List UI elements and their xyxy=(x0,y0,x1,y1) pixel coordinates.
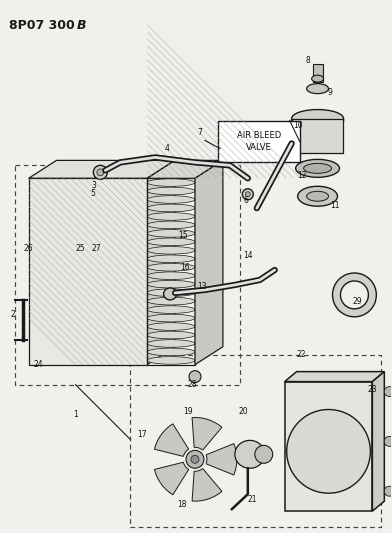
Polygon shape xyxy=(147,160,175,365)
Text: AIR BLEED
VALVE: AIR BLEED VALVE xyxy=(237,131,281,152)
Text: 19: 19 xyxy=(183,407,193,416)
Ellipse shape xyxy=(147,221,195,229)
Circle shape xyxy=(384,437,392,446)
Text: 12: 12 xyxy=(297,171,307,180)
Ellipse shape xyxy=(147,255,195,263)
Text: 13: 13 xyxy=(197,282,207,292)
Bar xyxy=(218,120,299,163)
Ellipse shape xyxy=(147,322,195,330)
Ellipse shape xyxy=(235,440,265,469)
Polygon shape xyxy=(29,160,175,179)
Ellipse shape xyxy=(93,165,107,179)
Ellipse shape xyxy=(147,331,195,339)
Polygon shape xyxy=(192,469,222,501)
Ellipse shape xyxy=(147,348,195,356)
Ellipse shape xyxy=(242,189,253,200)
Circle shape xyxy=(186,450,204,469)
Polygon shape xyxy=(285,372,384,382)
Ellipse shape xyxy=(307,84,328,94)
Bar xyxy=(29,179,147,365)
Ellipse shape xyxy=(147,213,195,220)
Polygon shape xyxy=(154,462,189,495)
Ellipse shape xyxy=(147,280,195,288)
Text: 26: 26 xyxy=(24,244,33,253)
Text: 8: 8 xyxy=(305,56,310,65)
Polygon shape xyxy=(195,160,223,365)
Text: B: B xyxy=(76,19,86,32)
Text: 27: 27 xyxy=(92,244,101,253)
Ellipse shape xyxy=(147,238,195,246)
Polygon shape xyxy=(206,443,237,475)
Bar xyxy=(292,118,343,154)
Text: 22: 22 xyxy=(297,350,307,359)
Ellipse shape xyxy=(97,169,104,176)
Ellipse shape xyxy=(304,164,332,173)
Text: 6: 6 xyxy=(243,196,248,205)
Bar xyxy=(147,179,195,365)
Ellipse shape xyxy=(147,179,195,187)
Ellipse shape xyxy=(163,288,176,300)
Ellipse shape xyxy=(147,340,195,348)
Text: 23: 23 xyxy=(368,385,377,394)
Text: 9: 9 xyxy=(327,88,332,97)
Text: 5: 5 xyxy=(90,189,95,198)
Text: 15: 15 xyxy=(178,231,188,240)
Ellipse shape xyxy=(147,306,195,313)
Ellipse shape xyxy=(298,187,338,206)
Text: 18: 18 xyxy=(177,499,187,508)
Ellipse shape xyxy=(147,272,195,279)
Bar xyxy=(312,64,323,82)
Bar xyxy=(15,165,240,385)
Circle shape xyxy=(384,386,392,397)
Ellipse shape xyxy=(147,297,195,305)
Text: 29: 29 xyxy=(353,297,362,306)
Polygon shape xyxy=(372,372,384,511)
Polygon shape xyxy=(154,424,189,456)
Ellipse shape xyxy=(312,75,323,82)
Text: 24: 24 xyxy=(34,360,44,369)
Text: 28: 28 xyxy=(187,380,197,389)
Ellipse shape xyxy=(147,196,195,203)
Ellipse shape xyxy=(307,191,328,201)
Circle shape xyxy=(191,455,199,463)
Text: 25: 25 xyxy=(76,244,85,253)
Ellipse shape xyxy=(296,159,339,177)
Ellipse shape xyxy=(147,187,195,195)
Text: 21: 21 xyxy=(247,495,256,504)
Polygon shape xyxy=(147,160,223,179)
Ellipse shape xyxy=(147,314,195,322)
Text: 10: 10 xyxy=(293,121,303,130)
Ellipse shape xyxy=(255,446,273,463)
Text: 2: 2 xyxy=(10,310,15,319)
Ellipse shape xyxy=(147,230,195,237)
Text: 11: 11 xyxy=(330,201,339,209)
Ellipse shape xyxy=(245,192,250,197)
Circle shape xyxy=(287,409,370,493)
Circle shape xyxy=(384,486,392,496)
Text: 7: 7 xyxy=(198,128,202,137)
Text: 20: 20 xyxy=(238,407,248,416)
Ellipse shape xyxy=(147,204,195,212)
Text: 1: 1 xyxy=(73,410,78,419)
Ellipse shape xyxy=(147,357,195,364)
Polygon shape xyxy=(192,417,222,450)
Ellipse shape xyxy=(147,263,195,271)
Text: 14: 14 xyxy=(243,251,252,260)
Text: 4: 4 xyxy=(165,144,170,153)
Text: 16: 16 xyxy=(180,263,190,272)
Bar xyxy=(285,382,372,511)
Ellipse shape xyxy=(189,370,201,383)
Bar xyxy=(130,354,381,527)
Ellipse shape xyxy=(147,246,195,254)
Text: 8P07 300: 8P07 300 xyxy=(9,19,74,32)
Ellipse shape xyxy=(292,110,343,127)
Ellipse shape xyxy=(147,289,195,296)
Text: 17: 17 xyxy=(137,430,147,439)
Text: 3: 3 xyxy=(91,181,96,190)
